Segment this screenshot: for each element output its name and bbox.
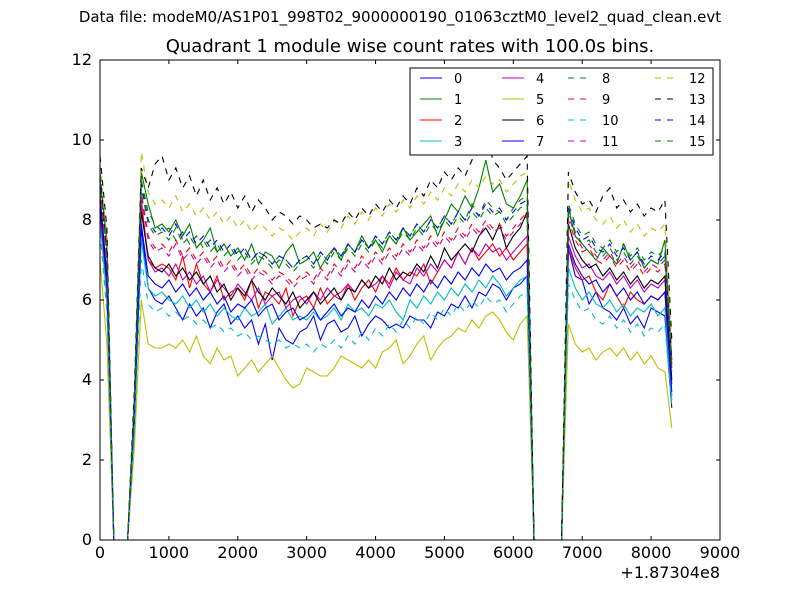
y-tick-label: 10 (72, 130, 92, 149)
x-tick-label: 1000 (149, 543, 190, 562)
legend-label-1: 1 (454, 93, 462, 108)
legend-label-3: 3 (454, 135, 462, 150)
x-tick-label: 0 (95, 543, 105, 562)
legend-label-8: 8 (602, 72, 610, 87)
series-line-10 (99, 231, 673, 541)
legend-label-7: 7 (536, 135, 544, 150)
chart-title: Quadrant 1 module wise count rates with … (165, 36, 655, 57)
series-line-0 (99, 199, 673, 541)
legend-label-12: 12 (689, 72, 706, 87)
series-line-15 (99, 179, 673, 541)
series-line-7 (99, 203, 673, 541)
y-tick-label: 12 (72, 50, 92, 69)
x-tick-label: 3000 (286, 543, 327, 562)
legend-label-13: 13 (689, 93, 706, 108)
series-line-12 (99, 151, 673, 541)
series-line-2 (99, 199, 673, 541)
x-tick-label: 6000 (493, 543, 534, 562)
legend-label-6: 6 (536, 114, 544, 129)
series-line-13 (99, 122, 673, 541)
legend-frame (409, 67, 714, 156)
figure-suptitle: Data file: modeM0/AS1P01_998T02_90000001… (78, 8, 722, 26)
legend-label-10: 10 (602, 114, 619, 129)
x-tick-label: 9000 (700, 543, 741, 562)
x-tick-label: 2000 (217, 543, 258, 562)
x-tick-label: 4000 (355, 543, 396, 562)
y-tick-label: 4 (82, 370, 92, 389)
y-tick-label: 6 (82, 290, 92, 309)
plot-area (99, 122, 673, 541)
series-line-6 (99, 195, 673, 541)
legend-label-11: 11 (602, 135, 619, 150)
legend-label-15: 15 (689, 135, 706, 150)
legend-label-14: 14 (689, 114, 706, 129)
series-line-3 (99, 219, 673, 541)
series-line-5 (99, 259, 673, 541)
y-tick-label: 8 (82, 210, 92, 229)
x-tick-label: 7000 (562, 543, 603, 562)
axis-ticks: 0 1000 2000 3000 4000 5000 6000 7000 8000 9000 0 2 4… (72, 50, 741, 562)
series-line-14 (99, 175, 673, 541)
series-line-11 (99, 191, 673, 541)
x-tick-label: 8000 (631, 543, 672, 562)
series-line-9 (99, 187, 673, 541)
series-line-8 (99, 171, 673, 541)
legend-label-5: 5 (536, 93, 544, 108)
legend-label-0: 0 (454, 72, 462, 87)
x-offset-label: +1.87304e8 (620, 563, 720, 582)
y-tick-label: 0 (82, 530, 92, 549)
y-tick-label: 2 (82, 450, 92, 469)
legend-label-2: 2 (454, 114, 462, 129)
x-tick-label: 5000 (424, 543, 465, 562)
series-line-4 (99, 207, 673, 541)
legend-label-9: 9 (602, 93, 610, 108)
legend-label-4: 4 (536, 72, 544, 87)
